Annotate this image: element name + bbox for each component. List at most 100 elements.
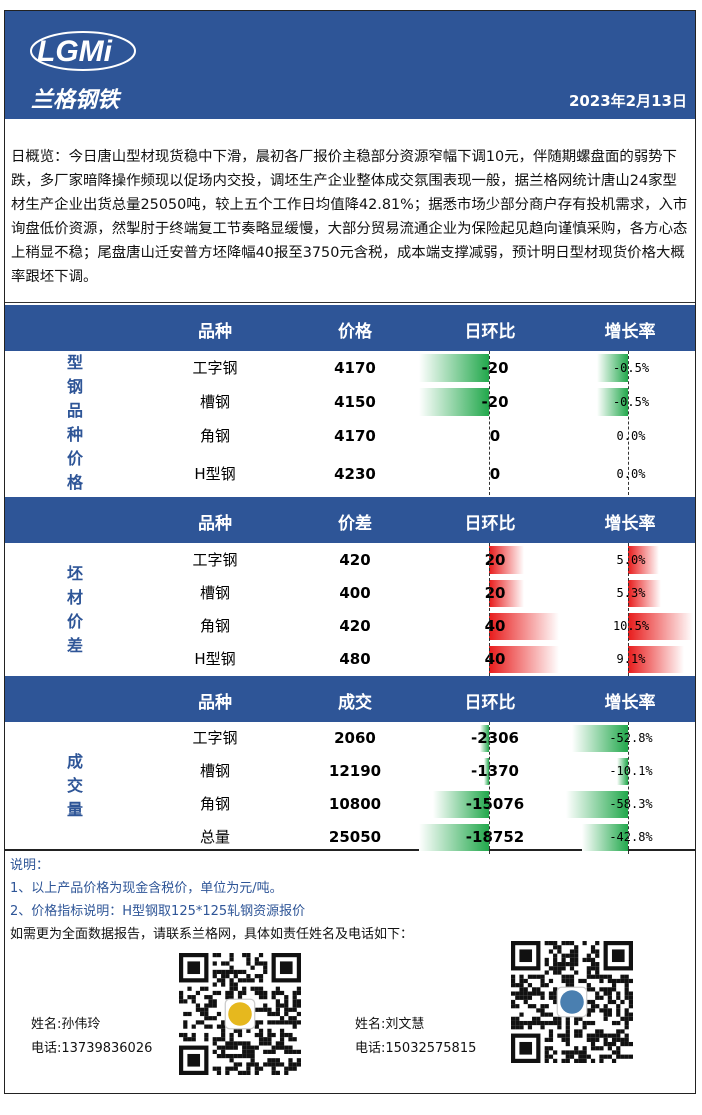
cell-change: -20 xyxy=(481,359,509,377)
cell-name: 角钢 xyxy=(199,795,230,813)
bar-axis xyxy=(628,543,629,676)
row-background xyxy=(145,788,420,819)
cell-pct: 0.0% xyxy=(616,429,646,443)
section-label-char: 价 xyxy=(66,449,83,468)
cell-change: -18752 xyxy=(465,828,525,846)
table-header-band: 品种 价格 日环比 增长率 xyxy=(5,305,695,351)
bar-axis xyxy=(628,722,629,854)
cell-value: 2060 xyxy=(334,729,376,747)
growth-bar xyxy=(571,725,628,752)
report-header: LGMi 兰格钢铁 2023年2月13日 xyxy=(5,11,695,119)
change-bar xyxy=(489,580,524,607)
svg-text:LGMi: LGMi xyxy=(37,35,113,68)
table-header-band: 品种 成交 日环比 增长率 xyxy=(5,676,695,722)
section-label: 型钢品种价格 xyxy=(5,351,145,495)
contact-name: 姓名:孙伟玲 xyxy=(31,1017,101,1032)
section-label-char: 价 xyxy=(66,611,83,631)
row-background xyxy=(145,610,420,641)
bar-axis xyxy=(489,351,490,495)
qr-code-icon[interactable] xyxy=(511,941,633,1063)
cell-value: 4170 xyxy=(334,359,376,377)
cell-change: 20 xyxy=(484,551,506,569)
column-header: 品种 xyxy=(198,693,232,713)
contact-name: 姓名:刘文慧 xyxy=(355,1017,425,1032)
column-header: 品种 xyxy=(198,514,232,534)
cell-change: -20 xyxy=(481,393,509,411)
table-row: 工字钢 4170 -20 -0.5% xyxy=(145,351,695,385)
cell-pct: -52.8% xyxy=(609,731,653,745)
cell-change: 0 xyxy=(489,465,501,483)
bar-axis xyxy=(628,351,629,495)
column-header: 日环比 xyxy=(464,514,516,534)
section-label-char: 量 xyxy=(66,800,83,819)
cell-change: -1370 xyxy=(471,762,519,780)
growth-bar xyxy=(628,613,693,640)
bar-axis xyxy=(489,543,490,676)
growth-bar xyxy=(617,758,628,785)
growth-bar xyxy=(628,546,659,574)
bar-axis xyxy=(489,722,490,854)
daily-overview: 日概览：今日唐山型材现货稳中下滑，晨初各厂报价主稳部分资源窄幅下调10元，伴随期… xyxy=(11,149,688,285)
cell-value: 400 xyxy=(339,584,371,602)
contact-phone: 电话:15032575815 xyxy=(355,1041,477,1056)
column-header: 增长率 xyxy=(604,322,656,342)
cell-name: 槽钢 xyxy=(199,762,230,780)
cell-change: 40 xyxy=(484,650,506,668)
cell-name: 总量 xyxy=(199,828,230,846)
cell-change: 20 xyxy=(484,584,506,602)
cell-value: 420 xyxy=(339,551,371,569)
change-bar xyxy=(419,388,489,416)
section-label: 坯材价差 xyxy=(5,543,145,676)
change-bar xyxy=(489,546,524,574)
table-row: 总量 25050 -18752 -42.8% xyxy=(145,821,695,854)
column-header: 日环比 xyxy=(464,693,516,713)
section-label-char: 格 xyxy=(66,473,83,492)
growth-bar xyxy=(582,824,628,851)
cell-pct: 5.0% xyxy=(616,553,646,567)
contact-2: 姓名:刘文慧 电话:15032575815 xyxy=(355,1013,476,1061)
growth-bar xyxy=(628,646,685,673)
table-row: 角钢 10800 -15076 -58.3% xyxy=(145,788,695,821)
cell-value: 25050 xyxy=(328,828,382,846)
cell-name: H型钢 xyxy=(194,465,236,483)
table-header-band: 品种 价差 日环比 增长率 xyxy=(5,497,695,543)
column-header: 日环比 xyxy=(464,322,516,342)
row-background xyxy=(145,351,420,383)
table-row: H型钢 4230 0 0.0% xyxy=(145,453,695,495)
section-label-char: 坯 xyxy=(66,563,83,583)
column-header: 价格 xyxy=(338,322,372,342)
notes: 说明： 1、以上产品价格为现金含税价，单位为元/吨。 2、价格指标说明：H型钢取… xyxy=(10,854,413,946)
row-background xyxy=(145,419,420,451)
column-header: 增长率 xyxy=(604,693,656,713)
section-label: 成交量 xyxy=(5,722,145,850)
table-row: 角钢 4170 0 0.0% xyxy=(145,419,695,453)
cell-change: 0 xyxy=(489,427,501,445)
change-bar xyxy=(419,824,489,851)
table-row: 槽钢 4150 -20 -0.5% xyxy=(145,385,695,419)
column-header: 品种 xyxy=(198,322,232,342)
change-bar xyxy=(489,646,559,673)
cell-value: 10800 xyxy=(328,795,382,813)
cell-name: H型钢 xyxy=(194,650,236,668)
cell-value: 4150 xyxy=(334,393,376,411)
cell-name: 槽钢 xyxy=(199,393,230,411)
qr-code-icon[interactable] xyxy=(179,953,301,1075)
cell-change: 40 xyxy=(484,617,506,635)
cell-value: 4170 xyxy=(334,427,376,445)
svg-text:兰格钢铁: 兰格钢铁 xyxy=(31,87,122,113)
section-label-char: 种 xyxy=(66,425,83,444)
row-background xyxy=(145,453,420,493)
cell-pct: -0.5% xyxy=(612,395,650,409)
column-header: 成交 xyxy=(338,693,372,713)
cell-pct: -42.8% xyxy=(609,830,653,844)
cell-change: -2306 xyxy=(471,729,519,747)
cell-pct: 9.1% xyxy=(616,652,646,666)
table-row: 工字钢 2060 -2306 -52.8% xyxy=(145,722,695,755)
cell-pct: -58.3% xyxy=(609,797,653,811)
row-background xyxy=(145,577,420,608)
row-background xyxy=(145,385,420,417)
cell-value: 12190 xyxy=(328,762,382,780)
cell-change: -15076 xyxy=(465,795,525,813)
change-bar xyxy=(419,354,489,382)
cell-name: 工字钢 xyxy=(192,729,238,747)
